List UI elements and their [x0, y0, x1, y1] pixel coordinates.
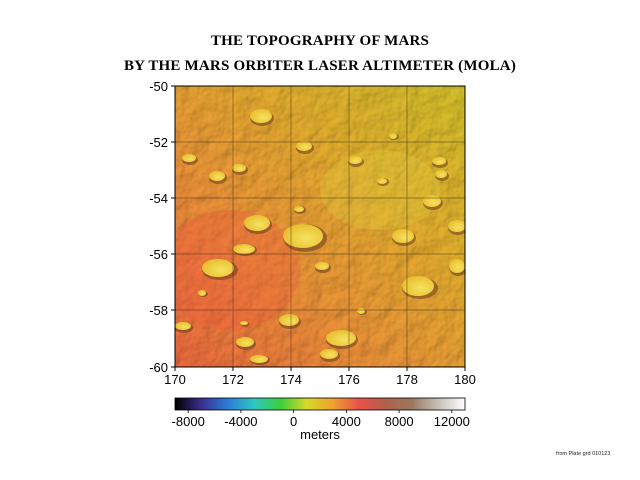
x-tick-label: 180 [454, 372, 476, 387]
colorbar-tick-label: -4000 [224, 414, 257, 429]
high-plateau [320, 150, 440, 230]
x-tick-label: 176 [338, 372, 360, 387]
y-tick-label: -52 [149, 135, 168, 150]
colorbar: -8000 -4000 0 4000 8000 12000 meters [172, 398, 470, 442]
source-credit: from Plate grd 010123 [556, 451, 610, 457]
x-tick-label: 172 [222, 372, 244, 387]
colorbar-tick-label: 12000 [434, 414, 470, 429]
colorbar-tick-label: 8000 [385, 414, 414, 429]
x-axis-labels: 170 172 174 176 178 180 [164, 372, 476, 387]
y-axis-labels: -50 -52 -54 -56 -58 -60 [149, 79, 168, 375]
colorbar-gradient [175, 398, 465, 410]
map-figure: 170 172 174 176 178 180 -50 -52 -54 -56 … [0, 0, 640, 480]
crater [377, 178, 389, 186]
y-tick-label: -54 [149, 191, 168, 206]
y-tick-label: -58 [149, 303, 168, 318]
x-tick-label: 178 [396, 372, 418, 387]
crater [250, 355, 270, 365]
colorbar-tick-label: -8000 [172, 414, 205, 429]
crater [283, 224, 327, 252]
colorbar-fill [175, 398, 465, 410]
crater [294, 206, 306, 214]
y-tick-label: -56 [149, 247, 168, 262]
colorbar-unit-label: meters [300, 427, 340, 442]
y-tick-label: -50 [149, 79, 168, 94]
colorbar-tick-label: 0 [290, 414, 297, 429]
x-tick-label: 174 [280, 372, 302, 387]
y-tick-label: -60 [149, 360, 168, 375]
topography-map [160, 86, 468, 367]
